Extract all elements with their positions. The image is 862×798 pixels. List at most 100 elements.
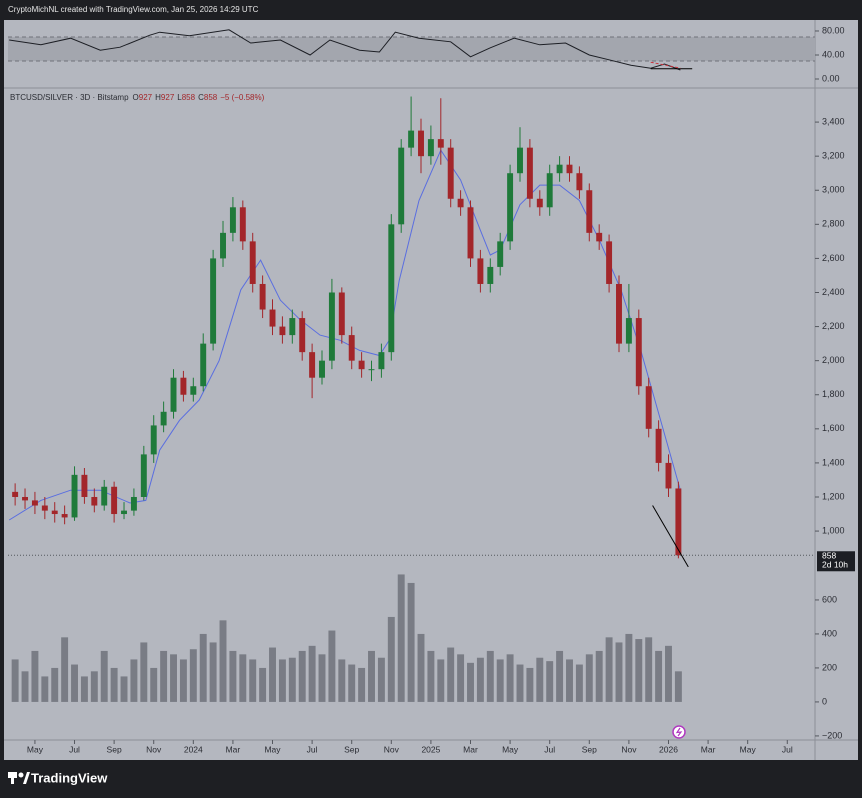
volume-bar xyxy=(110,667,118,702)
candle-body xyxy=(536,198,543,208)
volume-bar xyxy=(209,642,217,702)
candle-body xyxy=(655,428,662,463)
volume-bar xyxy=(476,657,484,702)
volume-bar xyxy=(516,664,524,702)
volume-bar xyxy=(338,659,346,702)
time-tick-label: Nov xyxy=(621,744,637,754)
legend-value: 858 xyxy=(204,93,218,102)
time-tick-label: 2024 xyxy=(184,744,203,754)
candle-body xyxy=(526,147,533,199)
volume-bar xyxy=(160,650,168,702)
candle-body xyxy=(596,232,603,242)
volume-bar xyxy=(278,659,286,702)
volume-bar xyxy=(358,667,366,702)
candle-body xyxy=(190,386,197,395)
last-price-label: 858 xyxy=(822,551,836,561)
volume-bar xyxy=(199,633,207,702)
candle-body xyxy=(160,411,167,426)
volume-bar xyxy=(585,654,593,702)
candle-body xyxy=(388,224,395,353)
candle-body xyxy=(239,207,246,242)
volume-bar xyxy=(368,650,375,702)
price-tick-label: 2,200 xyxy=(822,321,845,331)
volume-bar xyxy=(318,654,326,702)
time-tick-label: Mar xyxy=(226,744,241,754)
legend-value: 927 xyxy=(161,93,175,102)
price-tick-label: 1,200 xyxy=(822,491,845,501)
candle-body xyxy=(61,514,68,518)
alert-icon[interactable] xyxy=(672,725,686,739)
candle-body xyxy=(457,198,464,208)
volume-tick-label: 200 xyxy=(822,662,837,672)
candle-body xyxy=(101,486,108,506)
time-tick-label: Mar xyxy=(701,744,716,754)
candle-body xyxy=(31,500,38,506)
volume-bar xyxy=(397,574,405,702)
volume-bar xyxy=(179,659,187,702)
volume-bar xyxy=(407,582,415,702)
logo-dot xyxy=(18,772,24,778)
volume-bar xyxy=(130,659,138,702)
candle-body xyxy=(507,173,514,242)
footer-brand: TradingView xyxy=(31,770,108,785)
volume-bar xyxy=(566,659,573,702)
candle-body xyxy=(22,496,28,501)
candle-body xyxy=(467,207,474,259)
volume-bar xyxy=(90,671,98,702)
rsi-tick-label: 0.00 xyxy=(822,73,840,83)
legend-label: C xyxy=(198,93,204,102)
candle-body xyxy=(91,496,98,506)
candle-body xyxy=(398,147,405,225)
price-tick-label: 3,400 xyxy=(822,116,845,126)
volume-bar xyxy=(219,620,227,702)
volume-bar xyxy=(526,667,534,702)
volume-bar xyxy=(377,657,385,702)
rsi-tick-label: 80.00 xyxy=(822,25,845,35)
legend-label: L xyxy=(177,93,182,102)
footer-logo: TradingView xyxy=(8,770,108,785)
candle-body xyxy=(269,309,276,327)
legend-label: O xyxy=(133,93,139,102)
candle-body xyxy=(566,164,573,174)
candle-body xyxy=(625,318,632,344)
candle-body xyxy=(556,164,563,174)
candle-body xyxy=(368,369,375,371)
time-tick-label: 2025 xyxy=(421,744,440,754)
volume-bar xyxy=(536,657,544,702)
candle-body xyxy=(121,510,127,515)
candle-body xyxy=(71,474,78,518)
volume-bar xyxy=(506,654,514,702)
volume-bar xyxy=(625,633,633,702)
time-tick-label: May xyxy=(27,744,44,754)
candle-body xyxy=(427,139,434,157)
volume-bar xyxy=(249,659,257,702)
candle-body xyxy=(665,462,672,489)
volume-bar xyxy=(615,642,623,702)
candle-body xyxy=(675,488,682,556)
volume-bar xyxy=(61,637,69,702)
time-tick-label: May xyxy=(740,744,757,754)
candle-body xyxy=(546,173,553,208)
candle-body xyxy=(289,318,296,336)
chart-legend: BTCUSD/SILVER · 3D · Bitstamp O927 H927 L85… xyxy=(10,93,265,102)
volume-bar xyxy=(150,667,158,702)
volume-bar xyxy=(269,647,276,702)
volume-tick-label: −200 xyxy=(822,730,842,740)
alert-bolt[interactable] xyxy=(675,727,683,737)
time-tick-label: Jul xyxy=(69,744,80,754)
volume-bar xyxy=(645,637,653,702)
candle-body xyxy=(487,266,494,284)
candle-body xyxy=(81,474,88,497)
volume-bar xyxy=(308,645,316,702)
price-tick-label: 2,000 xyxy=(822,355,845,365)
candle-body xyxy=(586,190,593,233)
candle-body xyxy=(437,139,444,148)
volume-bar xyxy=(51,667,59,702)
volume-bar xyxy=(259,667,267,702)
volume-bar xyxy=(605,637,613,702)
candle-body xyxy=(279,326,286,336)
volume-bar xyxy=(635,639,643,702)
candle-body xyxy=(616,283,622,344)
volume-bar xyxy=(595,650,603,702)
